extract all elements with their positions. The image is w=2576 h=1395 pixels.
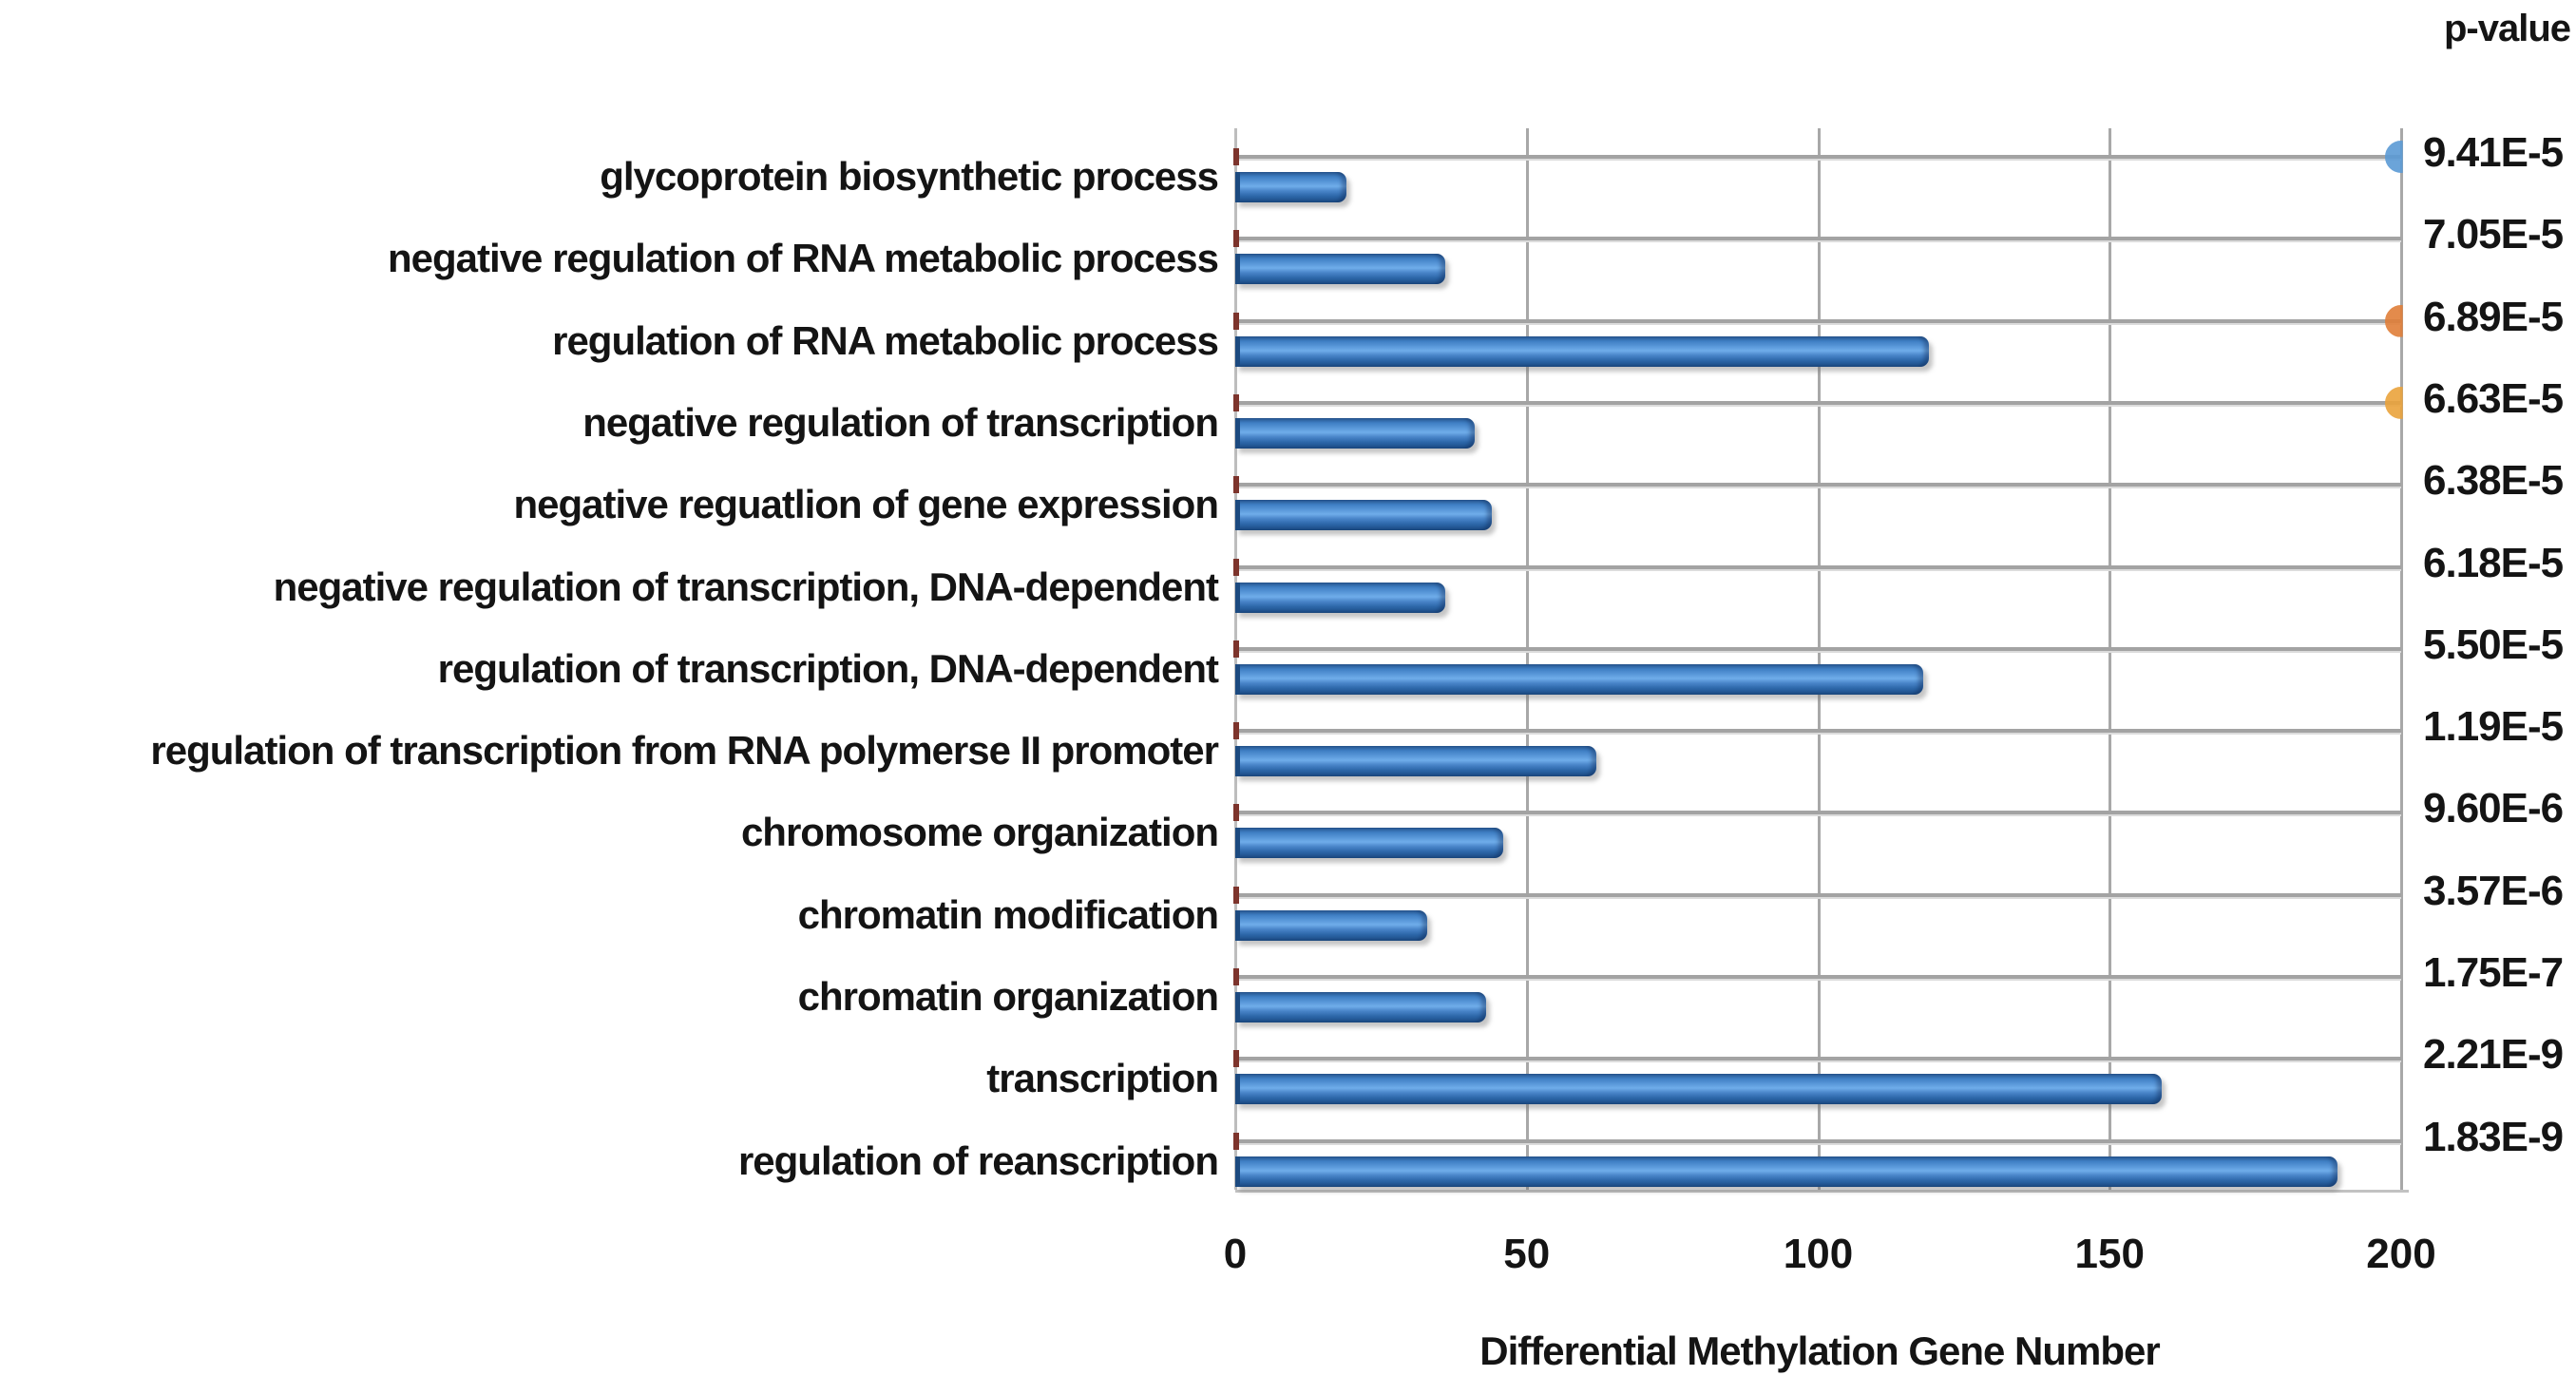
category-gridline [1235,564,2401,571]
category-label: regulation of transcription from RNA pol… [150,728,1219,774]
bar [1235,909,1427,941]
category-label: chromosome organization [740,810,1219,855]
category-gridline [1235,1138,2401,1145]
category-label: regulation of reanscription [737,1137,1219,1183]
p-value: 1.75E-7 [2423,949,2576,997]
category-tick-mark [1233,968,1239,985]
axis-tick-label: 50 [1503,1231,1551,1277]
bar [1235,992,1486,1022]
category-tick-mark [1233,393,1239,411]
category-gridline [1235,892,2401,899]
category-gridline [1235,1057,2401,1063]
category-label: negative reguatlion of gene expression [513,482,1219,527]
value-gridline [1525,128,1529,1190]
p-value: 1.83E-9 [2423,1113,2576,1161]
value-axis-line [1234,128,1237,1190]
axis-tick-label: 200 [2366,1231,2436,1277]
category-label: transcription [986,1056,1219,1101]
category-tick-mark [1233,148,1239,165]
category-tick-mark [1233,886,1239,904]
bar [1235,582,1445,613]
category-gridline [1235,155,2401,161]
p-value: 7.05E-5 [2423,211,2576,259]
value-gridline [1817,128,1821,1190]
p-value: 5.50E-5 [2423,621,2576,669]
category-gridline [1235,400,2401,407]
category-gridline [1235,483,2401,489]
category-tick-mark [1233,558,1239,576]
category-tick-mark [1233,312,1239,330]
bar [1235,828,1503,859]
edge-marker [2385,304,2403,337]
p-value: 9.41E-5 [2423,129,2576,177]
category-tick-mark [1233,804,1239,822]
p-value: 2.21E-9 [2423,1031,2576,1080]
bar [1235,500,1492,531]
bar [1235,254,1445,285]
category-tick-mark [1233,722,1239,740]
p-value: 3.57E-6 [2423,867,2576,915]
category-gridline [1235,237,2401,243]
category-label: negative regulation of RNA metabolic pro… [388,236,1219,281]
bar [1235,663,1923,695]
category-gridline [1235,318,2401,325]
category-tick-mark [1233,1132,1239,1150]
bar [1235,172,1346,202]
category-label: negative regulation of transcription, DN… [273,564,1219,609]
p-value: 6.63E-5 [2423,374,2576,423]
category-label: negative regulation of transcription [582,399,1219,445]
bar [1235,1074,2162,1105]
bar [1235,335,1929,367]
category-tick-mark [1233,476,1239,494]
category-gridline [1235,975,2401,981]
p-value: 6.38E-5 [2423,457,2576,506]
p-value-column-header: p-value [2443,8,2571,49]
p-value: 6.89E-5 [2423,293,2576,341]
value-gridline [2109,128,2112,1190]
p-value: 1.19E-5 [2423,703,2576,752]
category-tick-mark [1233,640,1239,658]
category-label: regulation of transcription, DNA-depende… [437,645,1219,691]
category-label: glycoprotein biosynthetic process [600,154,1219,199]
p-value: 9.60E-6 [2423,785,2576,833]
category-label: chromatin modification [797,891,1219,937]
category-gridline [1235,811,2401,817]
value-gridline [2400,128,2403,1190]
bar [1235,417,1475,449]
axis-tick-label: 150 [2074,1231,2145,1277]
category-label: regulation of RNA metabolic process [552,317,1219,363]
category-label: chromatin organization [797,974,1219,1019]
edge-marker [2385,141,2403,173]
bar [1235,1156,2337,1187]
category-gridline [1235,729,2401,736]
plot-bottom-border [1235,1190,2409,1193]
axis-tick-label: 0 [1223,1231,1248,1277]
category-tick-mark [1233,1050,1239,1068]
p-value: 6.18E-5 [2423,539,2576,587]
x-axis-title: Differential Methylation Gene Number [1479,1328,2160,1373]
bar [1235,746,1596,777]
edge-marker [2385,386,2403,419]
axis-tick-label: 100 [1783,1231,1854,1277]
category-gridline [1235,646,2401,653]
category-tick-mark [1233,230,1239,248]
